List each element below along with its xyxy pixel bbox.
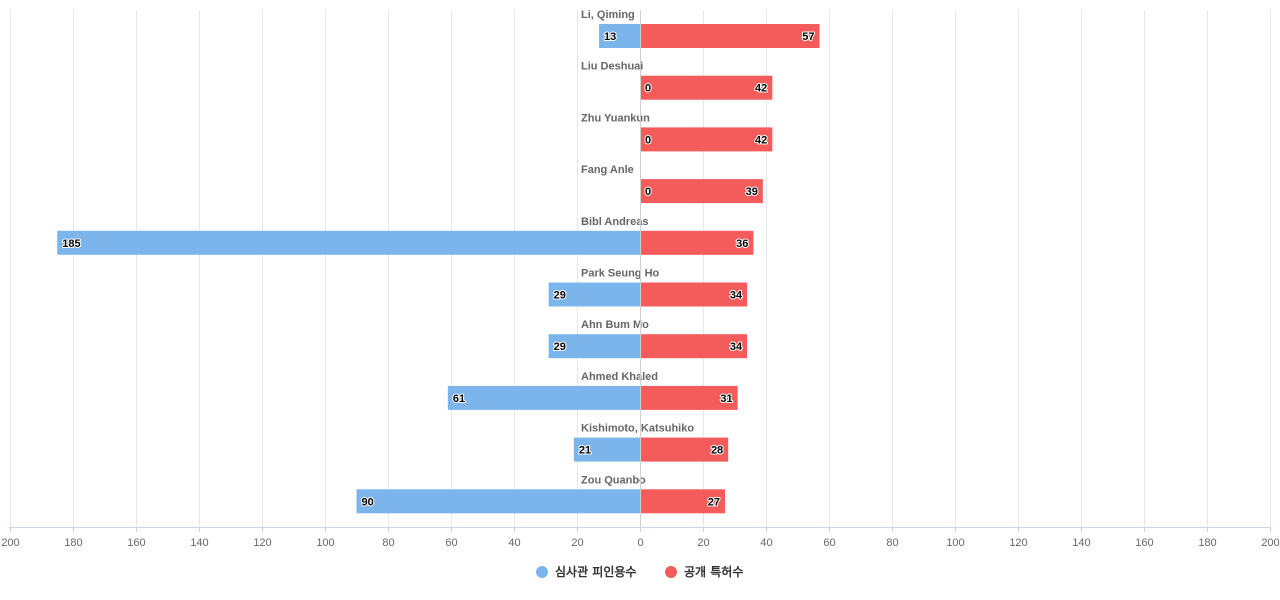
x-tick-label: 20 xyxy=(571,537,583,549)
data-label-right: 31 xyxy=(720,393,732,405)
bar-right[interactable] xyxy=(640,282,748,307)
x-tick-label: 120 xyxy=(1009,537,1027,549)
bar-left[interactable] xyxy=(447,385,640,410)
category-label: Park Seung Ho xyxy=(581,268,660,280)
bar-right[interactable] xyxy=(640,385,738,410)
bar-left[interactable] xyxy=(548,282,640,307)
x-tick-label: 60 xyxy=(823,537,835,549)
bar-layer xyxy=(57,24,820,514)
bar-left[interactable] xyxy=(599,24,640,48)
legend-symbol xyxy=(665,566,677,578)
x-tick-label: 160 xyxy=(127,537,145,549)
legend-label: 공개 특허수 xyxy=(684,564,743,579)
x-tick-label: 200 xyxy=(1,537,19,549)
x-tick-label: 100 xyxy=(946,537,964,549)
category-label: Ahn Bum Mo xyxy=(581,319,649,331)
data-label-left: 29 xyxy=(554,341,566,353)
bar-right[interactable] xyxy=(640,437,729,462)
bar-left[interactable] xyxy=(356,489,641,514)
x-tick-label: 180 xyxy=(64,537,82,549)
data-label-left: 0 xyxy=(645,186,651,198)
x-tick-label: 120 xyxy=(253,537,271,549)
x-tick-label: 60 xyxy=(445,537,457,549)
legend-symbol xyxy=(536,566,548,578)
bar-left[interactable] xyxy=(57,230,640,255)
category-label: Ahmed Khaled xyxy=(581,371,658,383)
category-label: Kishimoto, Katsuhiko xyxy=(581,423,694,435)
x-tick-label: 80 xyxy=(382,537,394,549)
legend-item[interactable]: 심사관 피인용수 xyxy=(536,564,636,579)
x-tick-label: 40 xyxy=(508,537,520,549)
x-tick-label: 140 xyxy=(190,537,208,549)
category-label: Zhu Yuankun xyxy=(581,112,650,124)
data-label-left: 29 xyxy=(554,290,566,302)
data-label-left: 90 xyxy=(362,496,374,508)
data-label-right: 42 xyxy=(755,134,767,146)
category-label: Fang Anle xyxy=(581,164,634,176)
bar-right[interactable] xyxy=(640,489,726,514)
category-label: Zou Quanbo xyxy=(581,474,646,486)
x-tick-label: 200 xyxy=(1261,537,1279,549)
category-label: Li, Qiming xyxy=(581,9,635,21)
x-tick-label: 40 xyxy=(760,537,772,549)
bar-right[interactable] xyxy=(640,127,773,152)
bar-left[interactable] xyxy=(548,334,640,359)
data-label-right: 39 xyxy=(746,186,758,198)
x-tick-label: 140 xyxy=(1072,537,1090,549)
data-label-left: 21 xyxy=(579,445,591,457)
data-label-right: 42 xyxy=(755,83,767,95)
x-tick-label: 20 xyxy=(697,537,709,549)
data-label-right: 57 xyxy=(802,31,814,43)
data-label-left: 13 xyxy=(604,31,616,43)
data-label-right: 28 xyxy=(711,445,723,457)
data-label-left: 0 xyxy=(645,83,651,95)
x-axis: 200 180 160 140 120 100 80 60 40 20 0 20 40 60 80 100 12… xyxy=(1,527,1280,549)
data-label-left: 185 xyxy=(62,238,80,250)
legend-item[interactable]: 공개 특허수 xyxy=(665,564,743,579)
category-label: Liu Deshuai xyxy=(581,61,643,73)
category-label: Bibl Andreas xyxy=(581,216,648,228)
bar-right[interactable] xyxy=(640,334,748,359)
x-tick-label: 80 xyxy=(886,537,898,549)
data-label-left: 61 xyxy=(453,393,465,405)
bar-right[interactable] xyxy=(640,75,773,100)
data-label-right: 27 xyxy=(708,496,720,508)
x-tick-label: 180 xyxy=(1198,537,1216,549)
data-label-right: 34 xyxy=(730,290,743,302)
bar-right[interactable] xyxy=(640,179,763,204)
legend[interactable]: 심사관 피인용수 공개 특허수 xyxy=(536,564,743,579)
x-tick-label: 0 xyxy=(637,537,643,549)
bar-right[interactable] xyxy=(640,24,820,48)
data-label-left: 0 xyxy=(645,134,651,146)
bar-right[interactable] xyxy=(640,230,754,255)
data-label-right: 34 xyxy=(730,341,743,353)
x-tick-label: 160 xyxy=(1135,537,1153,549)
data-label-right: 36 xyxy=(736,238,748,250)
legend-label: 심사관 피인용수 xyxy=(555,564,636,579)
x-tick-label: 100 xyxy=(316,537,334,549)
bar-left[interactable] xyxy=(573,437,640,462)
